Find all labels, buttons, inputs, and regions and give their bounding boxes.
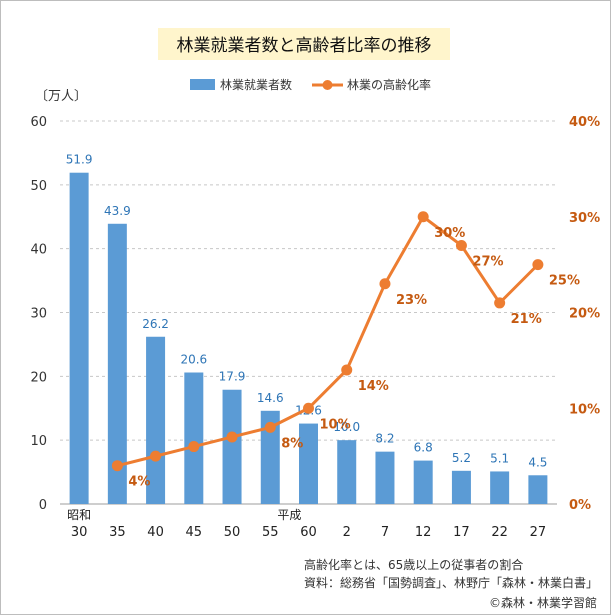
legend-label-bar: 林業就業者数 xyxy=(220,77,292,92)
y-left-tick-label: 40 xyxy=(30,243,47,258)
y-right-tick-label: 0% xyxy=(569,498,591,513)
x-tick-label: 2 xyxy=(343,525,351,540)
line-point xyxy=(532,259,544,271)
bar xyxy=(107,223,127,504)
axis-labels: 0 10 20 30 40 50 60 0% 10% 20% 30% 40% 〔万人〕 30 35 40 45 5… xyxy=(30,89,600,540)
x-tick-label: 55 xyxy=(262,525,279,540)
line-value-label: 27% xyxy=(472,254,503,269)
line-value-label: 21% xyxy=(511,312,542,327)
line-point xyxy=(379,278,391,290)
title-highlight xyxy=(158,28,450,60)
y-left-tick-label: 50 xyxy=(30,179,47,194)
bar xyxy=(413,460,433,504)
y-left-tick-label: 30 xyxy=(30,307,47,322)
bar xyxy=(69,172,89,504)
line-value-label: 25% xyxy=(549,274,580,289)
line-value-label: 14% xyxy=(358,379,389,394)
line-value-label: 23% xyxy=(396,293,427,308)
x-tick-label: 40 xyxy=(147,525,164,540)
bar-value-label: 5.1 xyxy=(490,451,509,465)
bar xyxy=(451,470,471,504)
y-left-tick-label: 0 xyxy=(39,498,47,513)
bar-value-label: 14.6 xyxy=(257,391,284,405)
bar-value-label: 43.9 xyxy=(104,204,131,218)
bar-value-label: 10.0 xyxy=(333,420,360,434)
line-point xyxy=(264,421,276,433)
line-point xyxy=(494,297,506,309)
y-right-tick-label: 10% xyxy=(569,402,600,417)
copyright: ©森林・林業学習館 xyxy=(489,595,597,610)
legend: 林業就業者数 林業の高齢化率 xyxy=(190,77,431,92)
y-left-tick-label: 10 xyxy=(30,434,47,449)
chart-title: 林業就業者数と高齢者比率の推移 xyxy=(177,36,432,56)
line-point xyxy=(111,460,123,472)
x-tick-label: 45 xyxy=(186,525,203,540)
line-value-label: 10% xyxy=(320,417,351,432)
bar xyxy=(184,372,204,504)
x-tick-label: 50 xyxy=(224,525,241,540)
x-tick-label: 22 xyxy=(491,525,508,540)
y-left-unit: 〔万人〕 xyxy=(35,89,87,104)
legend-swatch-marker xyxy=(322,80,333,90)
note-source: 資料：総務省「国勢調査」、林野庁「森林・林業白書」 xyxy=(304,575,598,590)
y-left-tick-label: 20 xyxy=(30,370,47,385)
line-point xyxy=(341,364,353,376)
y-right-tick-label: 40% xyxy=(569,115,600,130)
bar-value-label: 6.8 xyxy=(414,441,433,455)
bar xyxy=(528,475,548,504)
bar-value-label: 26.2 xyxy=(142,317,169,331)
bar xyxy=(222,389,242,504)
x-tick-label: 30 xyxy=(71,525,88,540)
y-right-tick-label: 20% xyxy=(569,307,600,322)
line-point xyxy=(150,450,162,462)
y-left-tick-label: 60 xyxy=(30,115,47,130)
x-tick-label: 17 xyxy=(453,525,470,540)
bar-value-label: 17.9 xyxy=(219,370,246,384)
bar xyxy=(146,336,166,504)
bar xyxy=(375,451,395,504)
legend-swatch-bar xyxy=(190,79,215,90)
bar-value-label: 51.9 xyxy=(66,153,93,167)
x-tick-label: 35 xyxy=(109,525,126,540)
bar-value-label: 8.2 xyxy=(375,432,394,446)
bar-value-label: 4.5 xyxy=(528,455,547,469)
bar xyxy=(299,423,318,504)
bar xyxy=(337,440,357,504)
bar xyxy=(490,471,510,504)
line-value-label: 8% xyxy=(281,436,303,451)
line-point xyxy=(188,441,200,453)
line-point xyxy=(417,211,429,223)
line-value-label: 4% xyxy=(128,475,150,490)
line-point xyxy=(303,402,314,414)
line-point xyxy=(226,431,238,443)
era-label-showa: 昭和 xyxy=(67,508,91,522)
x-tick-label: 27 xyxy=(530,525,547,540)
bar-value-label: 20.6 xyxy=(180,353,207,367)
x-tick-label: 7 xyxy=(381,525,389,540)
legend-label-line: 林業の高齢化率 xyxy=(347,77,431,92)
bar-series: 51.943.926.220.617.914.612.610.08.26.85.… xyxy=(66,153,548,504)
line-value-label: 30% xyxy=(434,226,465,241)
era-label-heisei: 平成 xyxy=(277,508,301,522)
note-definition: 高齢化率とは、65歳以上の従事者の割合 xyxy=(304,557,523,572)
titles: 林業就業者数と高齢者比率の推移高齢化率とは、65歳以上の従事者の割合資料：総務省… xyxy=(158,28,598,610)
y-right-tick-label: 30% xyxy=(569,211,600,226)
bar xyxy=(260,410,280,504)
bar-value-label: 5.2 xyxy=(452,451,471,465)
line-path xyxy=(116,214,539,468)
line-series: 4% 8% 10% 14% 23% 30% 27% 21% 25% xyxy=(111,211,580,490)
x-tick-label: 60 xyxy=(300,525,317,540)
line-point xyxy=(455,239,467,251)
x-tick-label: 12 xyxy=(415,525,432,540)
